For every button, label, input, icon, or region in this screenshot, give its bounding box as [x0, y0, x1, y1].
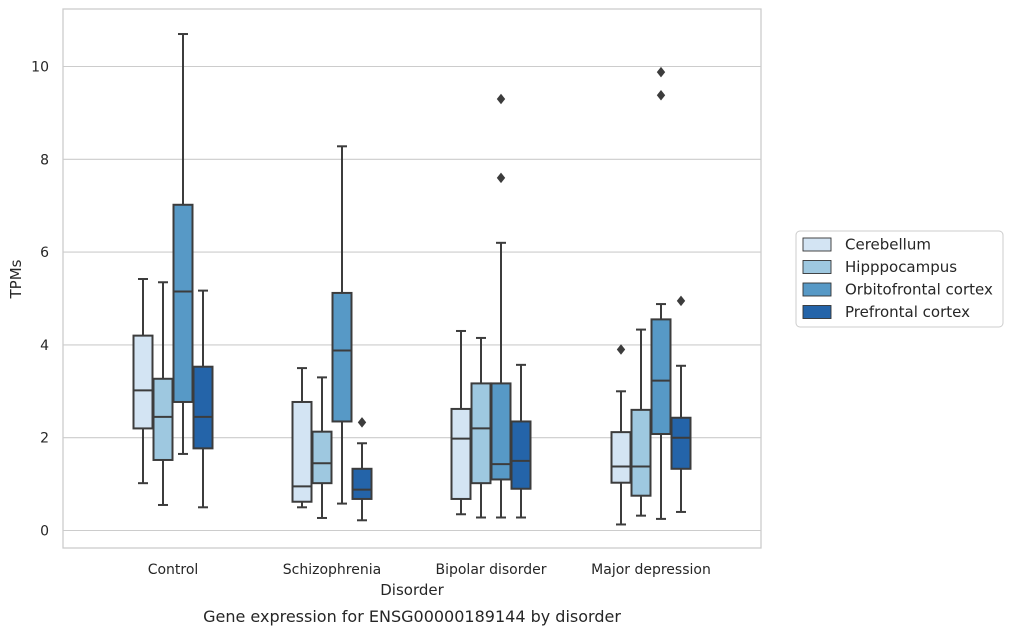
box [311, 430, 333, 485]
y-tick-label: 4 [40, 338, 49, 354]
outlier-point [656, 90, 666, 101]
legend-frame [795, 230, 1004, 328]
outlier-point [656, 66, 666, 78]
x-tick-labels: Control Schizophrenia Bipolar disorder Majo… [148, 562, 711, 578]
outlier-point [616, 344, 626, 355]
box [470, 382, 492, 485]
box-group [132, 33, 214, 509]
x-tick-label: Control [148, 562, 199, 578]
box [172, 203, 194, 403]
legend-swatch [802, 260, 832, 274]
legend-label: Prefrontal cortex [845, 303, 970, 321]
legend-swatch [802, 237, 832, 252]
y-axis-label: TPMs [7, 259, 25, 299]
y-tick-label: 6 [40, 245, 49, 261]
outlier-point [357, 417, 367, 428]
box-groups [132, 33, 692, 526]
legend: Cerebellum Hipppocampus Orbitofrontal cort… [795, 230, 1004, 328]
outlier-point [496, 93, 506, 105]
legend-entry: Orbitofrontal cortex [802, 281, 993, 299]
y-tick-label: 0 [40, 524, 49, 540]
box [650, 318, 672, 435]
y-tick-label: 2 [40, 431, 49, 447]
box [192, 365, 214, 450]
y-tick-label: 8 [40, 152, 49, 168]
box [450, 407, 472, 500]
legend-label: Cerebellum [845, 236, 931, 254]
x-axis-label: Disorder [380, 581, 444, 599]
x-tick-label: Bipolar disorder [435, 562, 546, 578]
y-tick-labels: 0 2 4 6 8 10 [31, 60, 49, 540]
box [670, 416, 692, 470]
x-tick-label: Major depression [591, 562, 711, 578]
legend-entry: Cerebellum [802, 236, 931, 254]
box [351, 467, 373, 500]
legend-label: Hipppocampus [845, 258, 957, 276]
box [510, 420, 532, 490]
outlier-point [676, 295, 686, 307]
legend-swatch [802, 305, 832, 319]
box [152, 377, 174, 461]
chart-caption: Gene expression for ENSG00000189144 by d… [203, 607, 621, 626]
box-group [610, 66, 692, 526]
box [132, 334, 154, 430]
legend-entry: Prefrontal cortex [802, 303, 970, 321]
y-tick-label: 10 [31, 60, 49, 76]
box-group [450, 93, 532, 519]
legend-label: Orbitofrontal cortex [845, 281, 993, 299]
box [610, 431, 632, 484]
plot-frame [62, 8, 762, 549]
x-tick-label: Schizophrenia [283, 562, 381, 578]
legend-entry: Hipppocampus [802, 258, 957, 276]
box [331, 291, 353, 423]
box-group [291, 145, 373, 522]
box [630, 408, 652, 497]
legend-swatch [802, 282, 832, 297]
outlier-point [496, 172, 506, 184]
